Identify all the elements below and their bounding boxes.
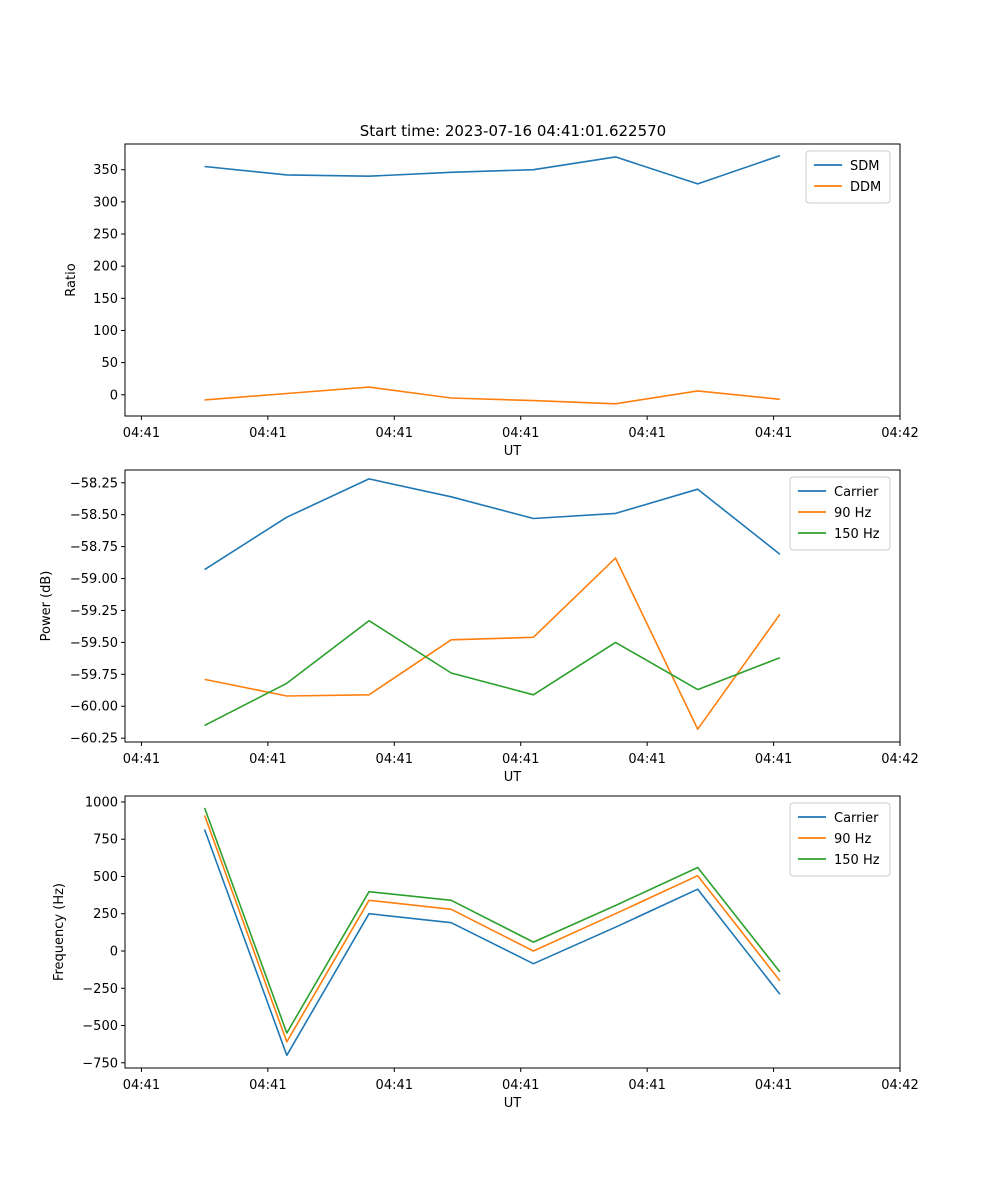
x-tick-label: 04:41 — [249, 426, 286, 441]
legend-label: SDM — [850, 159, 879, 174]
x-tick-label: 04:41 — [628, 426, 665, 441]
y-tick-label: −58.50 — [70, 508, 118, 523]
y-tick-label: −750 — [82, 1056, 118, 1071]
y-axis-label: Frequency (Hz) — [52, 883, 67, 981]
x-tick-label: 04:41 — [376, 1078, 413, 1093]
y-tick-label: 0 — [110, 388, 118, 403]
y-tick-label: 200 — [93, 260, 118, 275]
y-tick-label: −59.25 — [70, 604, 118, 619]
y-tick-label: 300 — [93, 195, 118, 210]
y-tick-label: −59.50 — [70, 636, 118, 651]
series-line-150-hz — [204, 619, 781, 727]
figure-title: Start time: 2023-07-16 04:41:01.622570 — [360, 122, 666, 140]
series-line-90-hz — [204, 557, 781, 731]
legend-label: DDM — [850, 180, 881, 195]
x-tick-label: 04:41 — [123, 752, 160, 767]
x-tick-label: 04:41 — [502, 1078, 539, 1093]
y-axis-label: Power (dB) — [39, 571, 54, 642]
axes-frame — [124, 143, 901, 417]
x-tick-label: 04:41 — [376, 426, 413, 441]
legend-box — [789, 476, 891, 551]
x-tick-label: 04:42 — [881, 426, 918, 441]
y-tick-label: 250 — [93, 228, 118, 243]
legend-label: 150 Hz — [834, 527, 880, 542]
legend-label: 90 Hz — [834, 506, 871, 521]
x-tick-label: 04:41 — [755, 1078, 792, 1093]
series-line-sdm — [204, 154, 781, 185]
x-tick-label: 04:41 — [755, 752, 792, 767]
y-tick-label: −60.25 — [70, 732, 118, 747]
x-tick-label: 04:41 — [755, 426, 792, 441]
y-tick-label: −58.75 — [70, 540, 118, 555]
y-tick-label: −58.25 — [70, 476, 118, 491]
x-tick-label: 04:42 — [881, 1078, 918, 1093]
x-tick-label: 04:41 — [123, 426, 160, 441]
legend: SDM DDM — [805, 150, 891, 204]
legend-box — [805, 150, 891, 204]
y-tick-label: −60.00 — [70, 700, 118, 715]
subplot-3: 04:41 04:41 04:41 04:41 04:41 04:41 04:42 −750 −… — [52, 795, 919, 1111]
y-tick-label: 0 — [110, 945, 118, 960]
y-tick-label: 750 — [93, 833, 118, 848]
y-tick-label: 250 — [93, 907, 118, 922]
x-tick-label: 04:42 — [881, 752, 918, 767]
subplot-2: 04:41 04:41 04:41 04:41 04:41 04:41 04:42 −60.2… — [39, 469, 919, 785]
x-tick-label: 04:41 — [502, 426, 539, 441]
y-tick-label: −59.75 — [70, 668, 118, 683]
x-axis-label: UT — [504, 444, 522, 459]
axes-frame — [124, 469, 901, 743]
x-tick-label: 04:41 — [502, 752, 539, 767]
legend: Carrier 90 Hz 150 Hz — [789, 476, 891, 551]
x-tick-label: 04:41 — [628, 1078, 665, 1093]
x-axis-label: UT — [504, 1096, 522, 1111]
x-tick-label: 04:41 — [628, 752, 665, 767]
y-tick-label: −250 — [82, 982, 118, 997]
axes-frame — [124, 795, 901, 1069]
legend-label: 90 Hz — [834, 832, 871, 847]
series-line-carrier — [204, 478, 781, 571]
y-tick-label: 350 — [93, 163, 118, 178]
x-tick-label: 04:41 — [376, 752, 413, 767]
y-tick-label: 500 — [93, 870, 118, 885]
y-tick-label: 100 — [93, 324, 118, 339]
legend-box — [789, 802, 891, 877]
x-tick-label: 04:41 — [249, 752, 286, 767]
legend-label: Carrier — [834, 485, 879, 500]
y-tick-label: 1000 — [85, 795, 118, 810]
legend-label: Carrier — [834, 811, 879, 826]
x-axis-label: UT — [504, 770, 522, 785]
x-tick-label: 04:41 — [123, 1078, 160, 1093]
y-tick-label: −59.00 — [70, 572, 118, 587]
y-tick-label: −500 — [82, 1019, 118, 1034]
y-tick-label: 50 — [101, 356, 118, 371]
series-line-carrier — [203, 829, 781, 1057]
subplot-1: 04:41 04:41 04:41 04:41 04:41 04:41 04:42 0 50 10… — [64, 143, 919, 459]
legend: Carrier 90 Hz 150 Hz — [789, 802, 891, 877]
y-tick-label: 150 — [93, 292, 118, 307]
legend-label: 150 Hz — [834, 853, 880, 868]
y-axis-label: Ratio — [64, 263, 79, 296]
series-line-150-hz — [203, 807, 781, 1034]
series-line-ddm — [204, 386, 780, 405]
series-line-90-hz — [203, 815, 781, 1043]
x-tick-label: 04:41 — [249, 1078, 286, 1093]
